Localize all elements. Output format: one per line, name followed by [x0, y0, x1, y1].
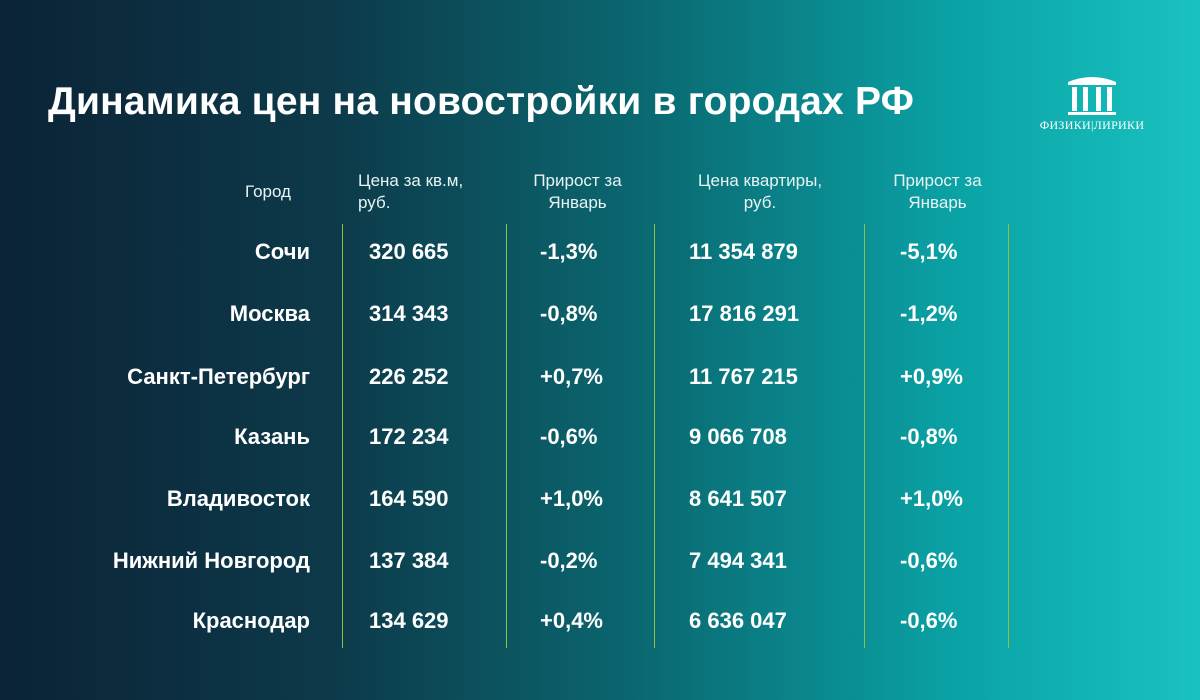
- city-name: Нижний Новгород: [112, 548, 310, 573]
- column-header-price-flat: Цена квартиры, руб.: [697, 171, 823, 212]
- growth-sqm-value: -0,6%: [540, 424, 598, 449]
- price-sqm-value: 172 234: [369, 424, 449, 449]
- city-name: Москва: [229, 301, 310, 326]
- column-divider: [654, 224, 655, 648]
- column-header-city: Город: [245, 182, 291, 201]
- growth-flat-value: -0,6%: [900, 548, 958, 573]
- price-flat-value: 11 354 879: [689, 239, 798, 264]
- city-name: Санкт-Петербург: [127, 364, 310, 389]
- price-sqm-value: 226 252: [369, 364, 449, 389]
- growth-flat-value: -1,2%: [900, 301, 958, 326]
- page-title: Динамика цен на новостройки в городах РФ: [48, 80, 915, 123]
- column-divider: [1008, 224, 1009, 648]
- city-name: Казань: [234, 424, 310, 449]
- price-flat-value: 7 494 341: [689, 548, 787, 573]
- price-sqm-value: 320 665: [369, 239, 449, 264]
- columns-icon: [1068, 77, 1116, 115]
- price-sqm-value: 134 629: [369, 608, 449, 633]
- column-header-price-sqm: Цена за кв.м, руб.: [358, 171, 464, 212]
- growth-flat-value: -0,8%: [900, 424, 958, 449]
- price-flat-value: 11 767 215: [689, 364, 798, 389]
- logo-text: ФИЗИКИ|ЛИРИКИ: [1039, 118, 1145, 132]
- growth-sqm-value: -1,3%: [540, 239, 598, 264]
- price-flat-value: 6 636 047: [689, 608, 787, 633]
- growth-sqm-value: -0,2%: [540, 548, 598, 573]
- growth-flat-value: -5,1%: [900, 239, 958, 264]
- logo: ФИЗИКИ|ЛИРИКИ: [1036, 74, 1148, 132]
- price-flat-value: 8 641 507: [689, 486, 787, 511]
- price-sqm-value: 314 343: [369, 301, 449, 326]
- column-divider: [864, 224, 865, 648]
- column-divider: [506, 224, 507, 648]
- growth-flat-value: +0,9%: [900, 364, 963, 389]
- city-name: Краснодар: [192, 608, 310, 633]
- city-name: Сочи: [254, 239, 310, 264]
- growth-sqm-value: +1,0%: [540, 486, 603, 511]
- column-header-growth-sqm: Прирост за Январь: [533, 171, 622, 212]
- column-header-growth-flat: Прирост за Январь: [893, 171, 982, 212]
- price-sqm-value: 137 384: [369, 548, 449, 573]
- price-sqm-value: 164 590: [369, 486, 449, 511]
- price-flat-value: 17 816 291: [689, 301, 800, 326]
- growth-flat-value: -0,6%: [900, 608, 958, 633]
- city-name: Владивосток: [166, 486, 310, 511]
- price-flat-value: 9 066 708: [689, 424, 787, 449]
- growth-flat-value: +1,0%: [900, 486, 963, 511]
- column-divider: [342, 224, 343, 648]
- growth-sqm-value: +0,4%: [540, 608, 603, 633]
- growth-sqm-value: -0,8%: [540, 301, 598, 326]
- growth-sqm-value: +0,7%: [540, 364, 603, 389]
